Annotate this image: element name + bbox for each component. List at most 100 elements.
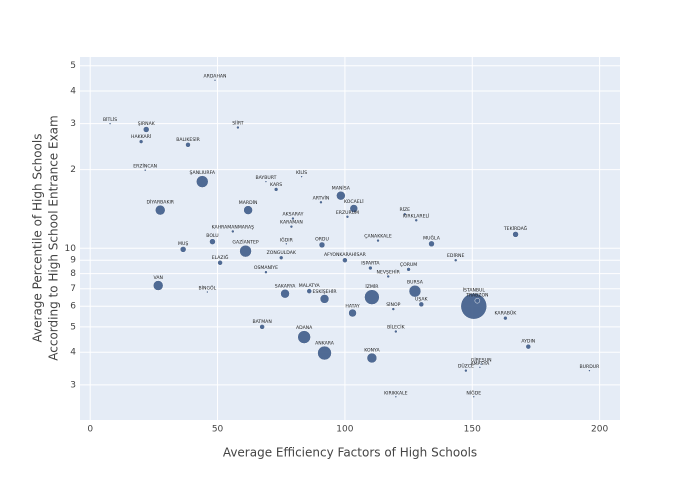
point-label: ISPARTA — [361, 261, 380, 267]
point-label: ÇANAKKALE — [364, 234, 392, 240]
point-label: RİZE — [399, 206, 410, 213]
point — [289, 224, 294, 229]
point — [474, 297, 481, 304]
point — [512, 231, 519, 238]
point — [264, 270, 268, 274]
point-label: GAZİANTEP — [232, 239, 258, 246]
point-label: OSMANİYE — [254, 264, 278, 271]
point-label: KAHRAMANMARAŞ — [212, 224, 254, 230]
point-label: SİNOP — [386, 301, 400, 308]
point — [345, 215, 350, 219]
point — [143, 168, 147, 172]
point-label: VAN — [153, 275, 162, 281]
point-label: ESKİŞEHİR — [313, 288, 338, 295]
point-label: UŞAK — [415, 296, 429, 302]
point-label: MANİSA — [332, 185, 351, 192]
point — [348, 308, 357, 318]
point — [231, 229, 235, 234]
point — [291, 216, 295, 221]
x-tick-label: 150 — [464, 425, 481, 435]
point — [406, 267, 411, 272]
y-tick-label: 5 — [70, 61, 76, 71]
point — [280, 288, 290, 299]
point — [394, 395, 398, 399]
point-label: İSTANBUL — [463, 287, 486, 294]
point — [366, 352, 378, 364]
point — [368, 265, 373, 271]
point-label: ERZİNCAN — [133, 163, 157, 170]
point-label: ŞANLIURFA — [190, 170, 216, 176]
point — [317, 345, 332, 361]
point-label: NİĞDE — [466, 389, 481, 396]
x-tick-label: 50 — [212, 425, 224, 435]
point-label: HATAY — [345, 304, 359, 310]
point-label: BİTLİS — [103, 116, 117, 123]
point — [408, 284, 422, 298]
point-label: BALIKESİR — [176, 136, 200, 143]
point — [349, 204, 359, 213]
point-label: KIRIKKALE — [384, 390, 408, 396]
point-label: ZONGULDAK — [267, 250, 297, 256]
point-label: BATMAN — [252, 319, 271, 325]
point — [138, 139, 144, 144]
point-label: DİYARBAKIR — [146, 199, 174, 206]
point-label: ŞIRNAK — [138, 121, 156, 127]
point-label: BOLU — [206, 233, 218, 239]
point-label: KOCAELİ — [344, 198, 364, 205]
point-label: İZMİR — [365, 283, 379, 290]
point-label: BİLECİK — [387, 324, 406, 331]
point-label: HAKKARİ — [131, 133, 151, 140]
point-label: KİLİS — [296, 169, 307, 176]
point-label: ADANA — [296, 325, 313, 331]
point-label: SİİRT — [232, 120, 243, 127]
point — [278, 255, 284, 260]
point — [503, 315, 508, 321]
point-label: BİNGÖL — [199, 285, 217, 292]
point — [386, 274, 390, 279]
point — [478, 366, 482, 369]
point-label: NEVŞEHİR — [377, 268, 401, 275]
point — [318, 241, 326, 249]
point — [217, 260, 223, 266]
point — [213, 78, 217, 82]
point — [239, 244, 252, 258]
x-axis-title: Average Efficiency Factors of High Schoo… — [223, 446, 477, 460]
point-label: EDİRNE — [447, 252, 464, 259]
point-label: MALATYA — [299, 283, 321, 289]
point — [179, 246, 187, 253]
y-axis-title: Average Percentile of High Schools — [31, 134, 45, 343]
y-tick-label: 7 — [70, 284, 76, 294]
point — [319, 200, 323, 205]
point — [154, 204, 166, 216]
point-label: ÇORUM — [400, 262, 417, 268]
point-label: TEKİRDAĞ — [503, 225, 528, 232]
point-label: IĞDIR — [280, 236, 294, 243]
point — [306, 288, 312, 294]
point — [460, 292, 488, 320]
plot-area — [80, 57, 620, 420]
point-label: BAYBURT — [255, 175, 276, 181]
point-label: ELAZIĞ — [212, 254, 229, 261]
point — [479, 362, 483, 366]
point-label: MUŞ — [178, 241, 188, 247]
point — [464, 368, 468, 373]
point — [414, 218, 418, 223]
y-tick-label: 3 — [70, 380, 76, 390]
point — [142, 126, 150, 133]
point — [336, 190, 346, 201]
y-tick-label: 4 — [70, 87, 76, 97]
point — [243, 205, 253, 215]
y-axis-title: According to High School Entrance Exam — [47, 115, 61, 360]
point — [588, 369, 591, 372]
point — [209, 238, 216, 245]
point-label: MARDİN — [239, 199, 258, 206]
y-tick-label: 5 — [70, 322, 76, 332]
point-label: ORDU — [315, 236, 329, 242]
y-tick-label: 4 — [70, 348, 76, 358]
point-label: SAKARYA — [275, 284, 297, 290]
point — [236, 125, 240, 130]
y-tick-label: 8 — [70, 269, 76, 279]
point-label: ARTVİN — [313, 194, 330, 201]
point-label: KARS — [270, 182, 282, 188]
